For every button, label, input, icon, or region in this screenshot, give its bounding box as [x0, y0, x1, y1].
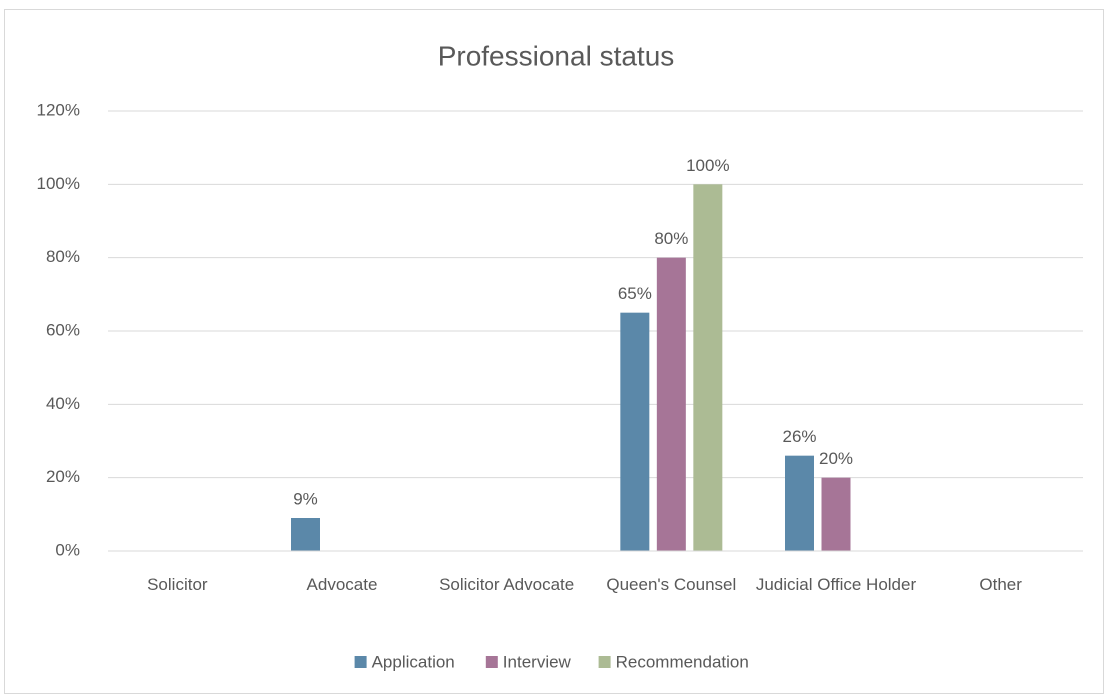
- legend-label: Recommendation: [616, 652, 749, 671]
- legend-label: Interview: [503, 652, 572, 671]
- x-tick-label: Solicitor: [147, 575, 208, 594]
- chart-title: Professional status: [438, 40, 675, 71]
- data-label: 20%: [819, 449, 853, 468]
- legend-label: Application: [372, 652, 455, 671]
- y-tick-label: 100%: [37, 174, 80, 193]
- data-label: 9%: [293, 489, 318, 508]
- legend-swatch: [598, 656, 611, 668]
- legend-swatch: [485, 656, 498, 668]
- bar: [693, 184, 723, 552]
- data-label: 100%: [686, 156, 729, 175]
- x-tick-label: Judicial Office Holder: [755, 575, 917, 594]
- bar: [291, 518, 320, 551]
- data-label: 26%: [782, 427, 816, 446]
- x-tick-label: Other: [979, 575, 1022, 594]
- data-label: 80%: [654, 229, 688, 248]
- y-tick-label: 60%: [46, 320, 80, 339]
- bar: [785, 455, 814, 551]
- bar: [620, 312, 650, 551]
- y-tick-label: 0%: [55, 540, 80, 559]
- x-tick-label: Advocate: [306, 575, 378, 594]
- chart-border: [4, 9, 1104, 694]
- bar: [656, 257, 686, 551]
- x-tick-label: Solicitor Advocate: [439, 575, 575, 594]
- y-tick-label: 80%: [46, 247, 80, 266]
- data-label: 65%: [618, 284, 652, 303]
- legend-swatch: [354, 656, 367, 668]
- x-tick-label: Queen's Counsel: [606, 575, 737, 594]
- y-tick-label: 20%: [46, 467, 80, 486]
- bar: [821, 477, 851, 551]
- y-tick-label: 40%: [46, 394, 80, 413]
- y-tick-label: 120%: [37, 100, 80, 119]
